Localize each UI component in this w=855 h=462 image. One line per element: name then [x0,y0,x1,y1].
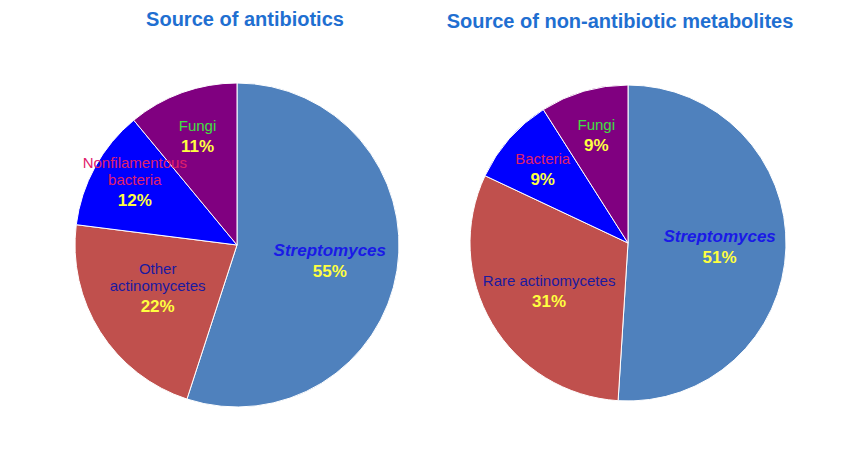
html-text:Source of antibiotics: Source of antibiotics [146,8,344,30]
svg-text:Nonfilamentous: Nonfilamentous [83,154,187,171]
svg-text:12%: 12% [118,191,152,210]
svg-text:51%: 51% [703,248,737,267]
svg-text:actinomycetes: actinomycetes [110,277,206,294]
svg-text:55%: 55% [313,262,347,281]
svg-text:9%: 9% [530,170,555,189]
svg-text:Streptomyces: Streptomyces [274,241,386,260]
svg-text:31%: 31% [532,292,566,311]
svg-text:Rare actinomycetes: Rare actinomycetes [483,272,616,289]
svg-text:Fungi: Fungi [179,117,217,134]
svg-text:22%: 22% [141,297,175,316]
svg-text:11%: 11% [181,137,214,156]
html-text:Source of non-antibiotic metab: Source of non-antibiotic metabolites [446,10,794,32]
svg-text:Streptomyces: Streptomyces [663,227,775,246]
svg-text:Other: Other [139,260,177,277]
svg-text:Bacteria: Bacteria [515,150,571,167]
svg-text:9%: 9% [584,136,609,155]
svg-text:bacteria: bacteria [108,171,162,188]
svg-text:Fungi: Fungi [577,116,615,133]
